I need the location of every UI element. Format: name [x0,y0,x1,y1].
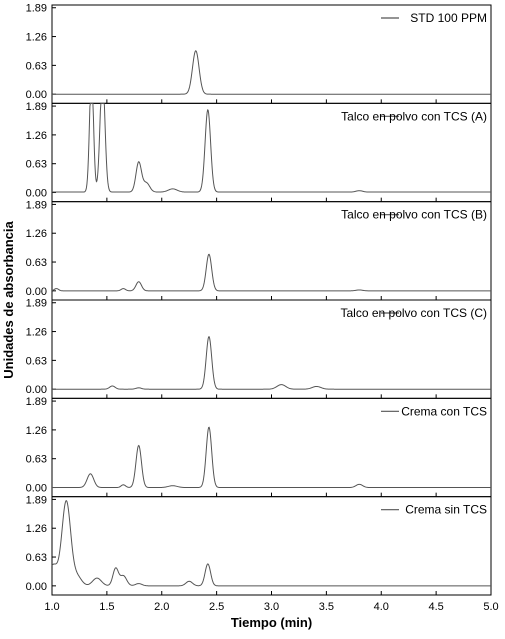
y-tick-label-1-4: 1.89 [26,3,47,15]
y-tick-label-5-1: 0.00 [26,483,47,495]
y-tick-label-5-3: 1.26 [26,425,47,437]
series-line-6 [51,500,491,587]
series-line-2 [52,102,491,193]
y-tick-label-3-2: 0.63 [26,257,47,269]
series-line-1 [52,50,491,95]
legend-label-5: Crema con TCS [401,404,487,418]
series-line-4 [52,336,491,390]
y-tick-label-1-2: 0.63 [26,60,47,72]
y-tick-label-3-1: 0.00 [26,286,47,298]
legend-label-2: Talco en polvo con TCS (A) [341,109,487,123]
y-tick-label-4-3: 1.26 [26,327,47,339]
y-tick-label-2-4: 1.89 [26,101,47,113]
series-line-5 [52,426,491,489]
y-tick-label-1-1: 0.00 [26,89,47,101]
y-tick-label-4-1: 0.00 [26,384,47,396]
x-tick-label-3: 2.0 [154,601,169,613]
y-tick-label-6-2: 0.63 [26,552,47,564]
legend-label-1: STD 100 PPM [410,11,487,25]
x-tick-label-7: 4.0 [374,601,389,613]
x-tick-label-5: 3.0 [264,601,279,613]
series-line-3 [51,253,491,292]
x-tick-label-1: 1.0 [44,601,59,613]
x-tick-label-9: 5.0 [483,601,498,613]
y-tick-label-4-4: 1.89 [26,298,47,310]
y-tick-label-1-3: 1.26 [26,32,47,44]
y-axis-title: Unidades de absorbancia [1,220,16,378]
y-tick-label-2-2: 0.63 [26,159,47,171]
y-tick-label-6-1: 0.00 [26,581,47,593]
x-axis-title: Tiempo (min) [231,615,312,630]
x-tick-label-4: 2.5 [209,601,224,613]
x-tick-label-6: 3.5 [319,601,334,613]
y-tick-label-6-4: 1.89 [26,494,47,506]
y-tick-label-5-2: 0.63 [26,454,47,466]
y-tick-label-4-2: 0.63 [26,355,47,367]
y-tick-label-6-3: 1.26 [26,523,47,535]
y-tick-label-3-4: 1.89 [26,199,47,211]
legend-label-6: Crema sin TCS [405,503,487,517]
x-tick-label-8: 4.5 [428,601,443,613]
y-tick-label-2-1: 0.00 [26,188,47,200]
y-tick-label-5-4: 1.89 [26,396,47,408]
y-tick-label-2-3: 1.26 [26,130,47,142]
x-tick-label-2: 1.5 [99,601,114,613]
legend-label-3: Talco en polvo con TCS (B) [341,208,487,222]
y-tick-label-3-3: 1.26 [26,228,47,240]
legend-label-4: Talco en polvo con TCS (C) [340,306,487,320]
